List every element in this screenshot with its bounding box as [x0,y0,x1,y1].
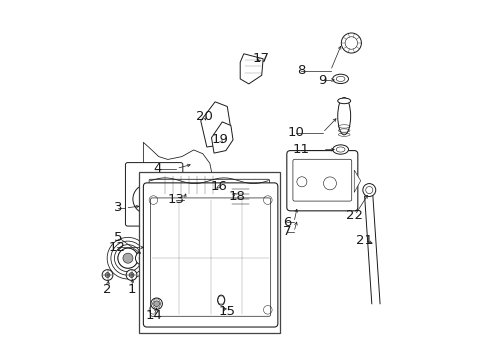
Text: 21: 21 [355,234,372,247]
Text: 14: 14 [145,309,162,322]
Circle shape [165,182,172,189]
Polygon shape [353,170,360,192]
Circle shape [157,174,180,197]
Circle shape [143,195,152,203]
FancyBboxPatch shape [143,183,277,327]
Circle shape [102,270,113,280]
Text: 8: 8 [296,64,305,77]
Ellipse shape [332,74,348,84]
Text: 4: 4 [153,162,162,175]
Text: 19: 19 [211,133,228,146]
FancyBboxPatch shape [125,163,183,226]
Bar [139,172,280,333]
Text: 17: 17 [252,52,268,65]
Text: 16: 16 [210,180,227,193]
FancyBboxPatch shape [286,150,357,211]
Circle shape [133,184,163,214]
Ellipse shape [337,98,350,135]
Text: 15: 15 [218,306,235,319]
Circle shape [153,301,159,307]
Text: 11: 11 [292,143,309,156]
Text: 20: 20 [196,110,212,123]
Polygon shape [201,102,230,147]
Circle shape [122,253,133,263]
Circle shape [151,298,162,310]
Ellipse shape [135,251,151,265]
Circle shape [341,33,361,53]
Text: 1: 1 [127,283,136,296]
Ellipse shape [217,295,224,305]
Text: 2: 2 [103,283,112,296]
Text: 5: 5 [114,231,122,244]
Text: 22: 22 [346,209,363,222]
Polygon shape [161,176,216,194]
Ellipse shape [337,98,350,104]
Polygon shape [211,122,233,153]
Circle shape [362,184,375,197]
Polygon shape [240,54,263,84]
Ellipse shape [231,176,249,214]
Text: 9: 9 [318,74,326,87]
Text: 6: 6 [282,216,290,229]
Text: 13: 13 [167,193,184,206]
Ellipse shape [231,176,249,182]
Ellipse shape [332,145,348,154]
Text: 12: 12 [108,241,125,254]
Circle shape [105,273,110,278]
Circle shape [345,37,357,49]
Text: 7: 7 [282,225,290,238]
Circle shape [129,273,134,278]
Circle shape [118,248,138,268]
Text: 18: 18 [228,190,244,203]
Text: 3: 3 [114,202,122,215]
Text: 10: 10 [287,126,305,139]
Circle shape [126,270,137,280]
